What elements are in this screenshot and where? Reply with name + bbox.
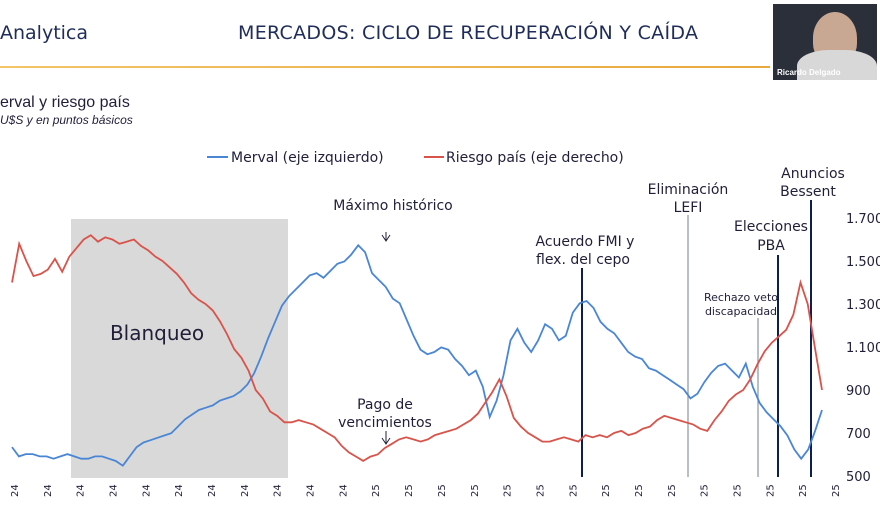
x-tick-label: 24 [43, 484, 54, 497]
slide-title: MERCADOS: CICLO DE RECUPERACIÓN Y CAÍDA [238, 22, 699, 44]
annotation-max-arrow [381, 232, 391, 242]
series-merval-line [11, 243, 823, 467]
y-tick-label: 1.300 [846, 298, 880, 313]
y-tick-label: 1.700 [846, 212, 880, 227]
x-tick-label: 25 [404, 484, 415, 497]
annotation-pago-2: vencimientos [338, 415, 432, 431]
y-axis-right: 1.700 1.500 1.300 1.100 900 700 500 [846, 212, 880, 485]
x-tick-label: 25 [535, 484, 546, 497]
annotation-elim-2: LEFI [674, 200, 703, 216]
x-tick-label: 25 [601, 484, 612, 497]
x-tick-label: 25 [667, 484, 678, 497]
x-tick-label: 25 [437, 484, 448, 497]
x-tick-label: 25 [634, 484, 645, 497]
x-tick-label: 24 [207, 484, 218, 497]
y-tick-label: 900 [846, 384, 871, 399]
y-tick-label: 500 [846, 470, 871, 485]
y-tick-label: 1.500 [846, 255, 880, 270]
x-tick-label: 25 [798, 484, 809, 497]
annotation-rechazo-1: Rechazo veto [704, 291, 778, 304]
x-tick-label: 24 [10, 484, 21, 497]
x-tick-label: 24 [240, 484, 251, 497]
blanqueo-label: Blanqueo [110, 321, 204, 345]
x-tick-label: 24 [109, 484, 120, 497]
x-tick-label: 25 [700, 484, 711, 497]
x-tick-label: 24 [76, 484, 87, 497]
x-tick-label: 25 [568, 484, 579, 497]
series-riesgo-line [11, 234, 823, 462]
legend: Merval (eje izquierdo) Riesgo país (eje … [207, 150, 624, 166]
blanqueo-region [71, 219, 288, 478]
annotation-elim-1: Eliminación [648, 182, 729, 198]
participant-body [797, 50, 877, 80]
participant-name: Ricardo Delgado [777, 68, 841, 77]
chart-subtitle: U$S y en puntos básicos [0, 113, 133, 127]
annotation-pago-arrow [381, 431, 391, 445]
annotation-elecciones-2: PBA [757, 238, 785, 254]
legend-riesgo-label: Riesgo país (eje derecho) [446, 150, 624, 166]
annotation-anuncios-2: Bessent [780, 184, 836, 200]
x-tick-label: 24 [141, 484, 152, 497]
annotation-anuncios-1: Anuncios [781, 166, 845, 182]
annotations: Máximo histórico Pago de vencimientos Ac… [333, 166, 845, 445]
x-tick-label: 24 [273, 484, 284, 497]
x-tick-label: 25 [503, 484, 514, 497]
x-tick-label: 25 [733, 484, 744, 497]
x-tick-label: 25 [470, 484, 481, 497]
x-tick-label: 25 [765, 484, 776, 497]
annotation-acuerdo-1: Acuerdo FMI y [536, 234, 635, 250]
annotation-acuerdo-2: flex. del cepo [536, 252, 630, 268]
annotation-elecciones-1: Elecciones [734, 219, 808, 235]
participant-video[interactable]: Ricardo Delgado [773, 4, 877, 80]
brand-logo: Analytica [0, 22, 89, 44]
chart-title: erval y riesgo país [0, 94, 130, 111]
x-tick-label: 24 [306, 484, 317, 497]
x-tick-label: 24 [338, 484, 349, 497]
x-tick-label: 24 [174, 484, 185, 497]
event-lines [581, 200, 812, 477]
header-rule [0, 66, 770, 68]
annotation-rechazo-2: discapacidad [705, 305, 777, 318]
y-tick-label: 1.100 [846, 341, 880, 356]
x-tick-label: 25 [831, 484, 842, 497]
x-axis: 24 24 24 24 24 24 24 24 24 24 24 25 25 25 25 25 25 25 25 25… [10, 484, 842, 497]
y-tick-label: 700 [846, 427, 871, 442]
x-tick-label: 25 [371, 484, 382, 497]
legend-merval-label: Merval (eje izquierdo) [231, 150, 384, 166]
annotation-pago-1: Pago de [357, 397, 413, 413]
annotation-max: Máximo histórico [333, 198, 453, 214]
